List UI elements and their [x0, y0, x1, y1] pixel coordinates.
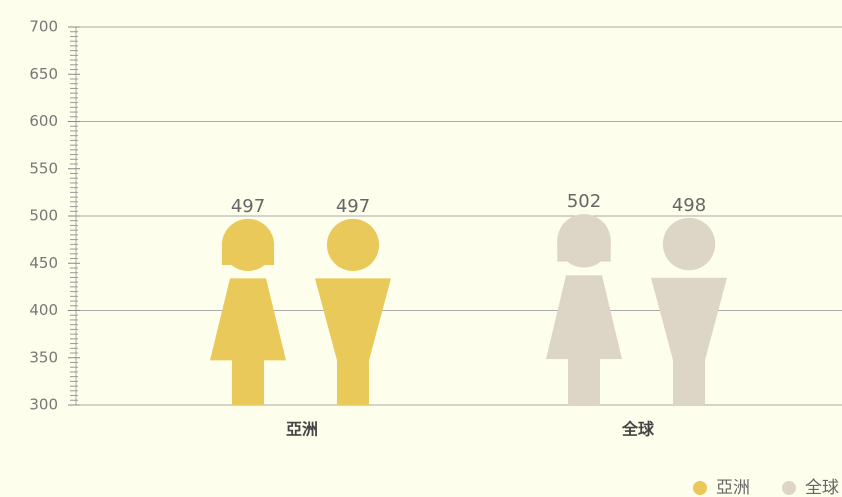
- legend-swatch: [782, 481, 796, 495]
- y-tick-label: 600: [29, 112, 58, 130]
- legs: [232, 359, 264, 405]
- dress: [546, 275, 622, 360]
- value-label: 497: [336, 196, 370, 217]
- y-tick-label: 400: [29, 301, 58, 319]
- legend-swatch: [693, 481, 707, 495]
- male-figure: [651, 217, 727, 405]
- hair: [221, 242, 275, 266]
- dress: [210, 278, 286, 361]
- legs: [568, 358, 600, 405]
- head: [662, 217, 716, 271]
- value-label: 502: [567, 191, 601, 212]
- torso: [315, 278, 391, 361]
- y-tick-label: 500: [29, 207, 58, 225]
- male-figure: [315, 218, 391, 405]
- x-tick-label: 亞洲: [286, 420, 318, 439]
- value-label: 498: [672, 195, 706, 216]
- value-label: 497: [231, 196, 265, 217]
- y-tick-label: 350: [29, 348, 58, 366]
- legs: [673, 359, 705, 405]
- hair: [557, 238, 611, 262]
- torso: [651, 277, 727, 361]
- x-tick-label: 全球: [621, 420, 655, 439]
- female-figure: [546, 214, 622, 405]
- y-tick-label: 300: [29, 396, 58, 414]
- female-figure: [210, 218, 286, 405]
- legend-label: 全球: [805, 478, 839, 497]
- legend-label: 亞洲: [716, 478, 750, 497]
- y-tick-label: 650: [29, 65, 58, 83]
- legs: [337, 359, 369, 405]
- head: [326, 218, 380, 271]
- y-tick-label: 700: [29, 18, 58, 36]
- y-tick-label: 450: [29, 254, 58, 272]
- y-tick-label: 550: [29, 159, 58, 177]
